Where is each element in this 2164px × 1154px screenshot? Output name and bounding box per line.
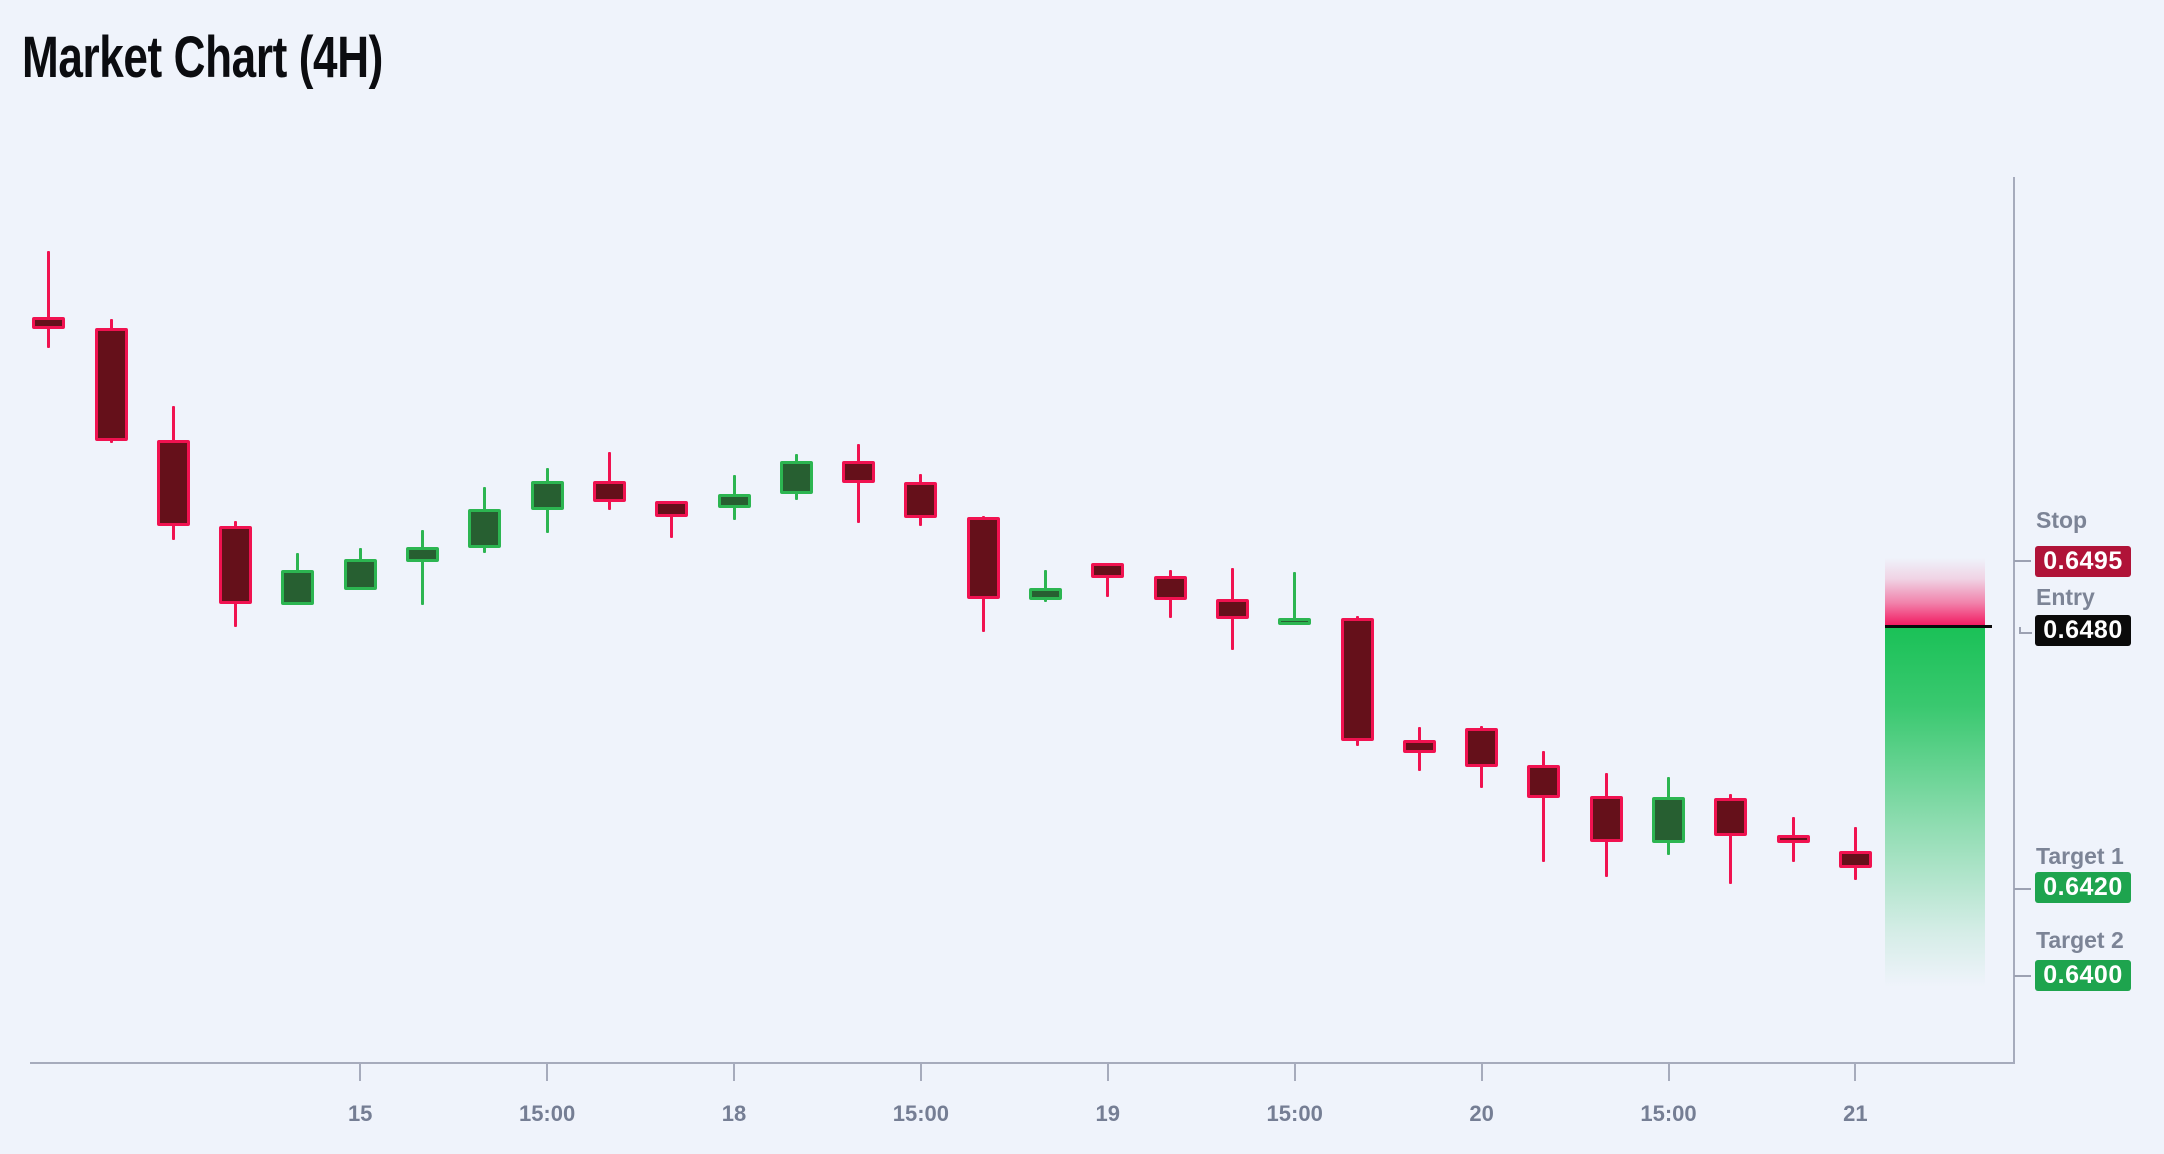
candle-body (1340, 618, 1374, 742)
candle-body (156, 439, 190, 527)
entry-price-line (1885, 625, 1992, 628)
entry-level-tick (2019, 627, 2032, 634)
stop-badge: 0.6495 (2035, 546, 2131, 577)
candle-body (1215, 599, 1249, 620)
stop-level-tick (2014, 560, 2031, 562)
candle-body (1278, 617, 1312, 625)
candle-body (530, 481, 564, 510)
candle-wick (421, 529, 424, 606)
target1-label: Target 1 (2036, 843, 2124, 869)
entry-badge: 0.6480 (2035, 615, 2131, 646)
candle-body (1589, 796, 1623, 842)
candle-body (1091, 562, 1125, 579)
candle-body (32, 317, 66, 329)
target2-badge: 0.6400 (2035, 960, 2131, 991)
candle-wick (1542, 750, 1546, 863)
candle-body (592, 481, 626, 502)
x-axis-tick (1480, 1063, 1483, 1081)
x-axis-tick (1106, 1063, 1109, 1081)
candle-body (966, 517, 1000, 600)
x-axis-tick (1293, 1063, 1296, 1081)
stop-loss-zone (1885, 558, 1985, 627)
candle-body (1776, 835, 1810, 843)
candle-body (1714, 797, 1748, 836)
candle-body (1838, 850, 1872, 869)
x-axis-tick (733, 1063, 735, 1081)
x-axis-tick-label: 15 (347, 1101, 373, 1126)
candle-body (842, 460, 876, 483)
right-price-axis (2013, 177, 2015, 1063)
candle-body (717, 494, 751, 509)
x-axis-tick (1667, 1063, 1670, 1081)
candle-body (655, 500, 689, 518)
candle-body (904, 481, 938, 519)
x-axis-tick (1854, 1063, 1857, 1081)
bottom-time-axis (30, 1062, 2015, 1064)
candle-body (779, 460, 813, 495)
candle-body (343, 559, 377, 590)
target1-level-tick (2014, 888, 2031, 890)
candle-wick (1293, 571, 1297, 623)
page-title: Market Chart (4H) (22, 25, 383, 90)
candle-wick (1729, 794, 1733, 885)
x-axis-tick-label: 15:00 (1266, 1101, 1323, 1126)
candle-body (1527, 765, 1561, 799)
candle-body (1029, 587, 1062, 600)
x-axis-tick (359, 1063, 362, 1081)
candle-wick (607, 451, 611, 510)
x-axis-tick-label: 20 (1469, 1101, 1494, 1126)
candle-wick (670, 500, 674, 539)
candle-wick (1044, 570, 1047, 602)
x-axis-tick (546, 1063, 549, 1081)
candle-wick (857, 444, 861, 524)
candle-body (1465, 727, 1499, 767)
target2-level-tick (2014, 975, 2031, 977)
x-axis-tick-label: 15:00 (1640, 1101, 1697, 1126)
entry-label: Entry (2036, 584, 2095, 610)
x-axis-tick-label: 21 (1843, 1101, 1868, 1126)
x-axis-tick-label: 15:00 (892, 1101, 950, 1126)
target2-label: Target 2 (2036, 927, 2124, 953)
x-axis-tick-label: 19 (1095, 1101, 1121, 1126)
candle-wick (1106, 562, 1110, 597)
candle-body (406, 546, 439, 562)
x-axis-tick-label: 18 (721, 1101, 747, 1126)
candle-body (219, 526, 253, 604)
x-axis-tick (919, 1063, 922, 1081)
candle-body (94, 328, 128, 441)
target1-badge: 0.6420 (2035, 872, 2131, 903)
stop-label: Stop (2036, 507, 2088, 533)
candle-body (1402, 740, 1436, 753)
candle-body (281, 570, 315, 605)
candle-wick (47, 250, 51, 349)
take-profit-zone (1885, 627, 1985, 987)
x-axis-tick-label: 15:00 (518, 1101, 576, 1126)
candle-body (1652, 796, 1685, 843)
candle-body (1153, 575, 1187, 600)
candle-body (468, 509, 502, 549)
